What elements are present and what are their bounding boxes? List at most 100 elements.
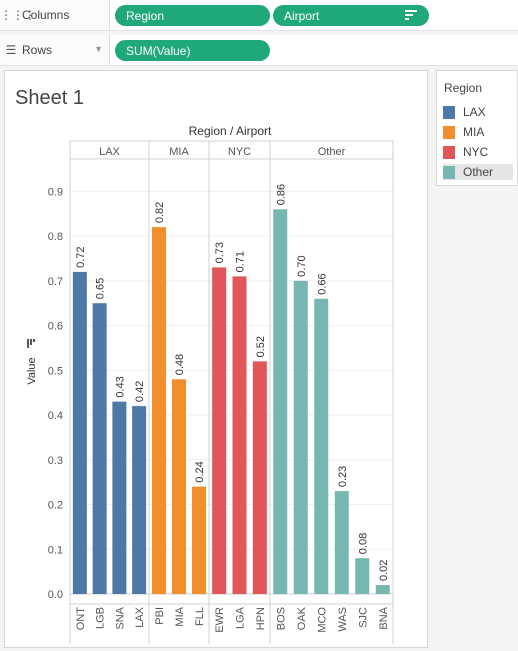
chevron-down-icon[interactable]: ▼ bbox=[94, 44, 103, 54]
y-tick-label: 0.1 bbox=[48, 544, 63, 556]
bar-lga bbox=[232, 276, 247, 594]
y-tick-label: 0.2 bbox=[48, 500, 63, 512]
bar-ont bbox=[72, 271, 87, 594]
y-tick-label: 0.4 bbox=[48, 410, 63, 422]
y-tick-label: 0.6 bbox=[48, 321, 63, 333]
y-tick-label: 0.7 bbox=[48, 276, 63, 288]
legend-label: NYC bbox=[463, 145, 489, 159]
x-tick-label: PBI bbox=[154, 607, 166, 625]
bar-bos bbox=[273, 209, 288, 594]
group-header-lax: LAX bbox=[99, 146, 120, 158]
legend-label: MIA bbox=[463, 125, 485, 139]
bar-ewr bbox=[212, 267, 227, 594]
x-tick-label: MCO bbox=[316, 607, 328, 633]
rows-shelf-label: ☰ Rows ▼ bbox=[0, 35, 110, 65]
legend-swatch bbox=[443, 145, 455, 159]
sheet-view: Sheet 1 Region / Airport Value 0.0 0.1 0.2 0.… bbox=[4, 70, 428, 648]
x-tick-label: FLL bbox=[194, 607, 206, 626]
columns-shelf-label: ⋮⋮⋮ Columns bbox=[0, 0, 110, 30]
rows-shelf: ☰ Rows ▼ SUM(Value) bbox=[0, 35, 518, 66]
sort-icon-bar bbox=[33, 339, 35, 342]
bar-bna bbox=[375, 585, 390, 594]
legend-item-nyc[interactable]: NYC bbox=[443, 144, 488, 160]
x-tick-label: BNA bbox=[378, 606, 390, 629]
bar-mco bbox=[314, 298, 329, 594]
data-label: 0.71 bbox=[235, 251, 247, 272]
data-label: 0.65 bbox=[95, 278, 107, 299]
bar-sna bbox=[112, 401, 127, 594]
y-tick-label: 0.3 bbox=[48, 455, 63, 467]
data-label: 0.73 bbox=[214, 242, 226, 263]
y-tick-label: 0.9 bbox=[48, 186, 63, 198]
data-label: 0.52 bbox=[255, 336, 267, 357]
sheet-title: Sheet 1 bbox=[15, 87, 84, 109]
bar-chart: Region / Airport Value 0.0 0.1 0.2 0.3 0.4 0.5 0… bbox=[26, 124, 394, 644]
x-tick-label: ONT bbox=[75, 607, 87, 631]
columns-icon: ⋮⋮⋮ bbox=[0, 8, 36, 22]
data-label: 0.82 bbox=[154, 202, 166, 223]
bar-was bbox=[334, 491, 349, 594]
data-label: 0.02 bbox=[378, 560, 390, 581]
legend-item-other[interactable]: Other bbox=[443, 164, 513, 180]
legend-label: Other bbox=[463, 165, 494, 179]
x-tick-label: HPN bbox=[255, 607, 267, 630]
columns-shelf: ⋮⋮⋮ Columns Region Airport bbox=[0, 0, 518, 31]
x-tick-label: OAK bbox=[296, 606, 308, 630]
bar-lax bbox=[132, 406, 147, 594]
rows-label: Rows bbox=[22, 43, 53, 57]
y-tick-label: 0.0 bbox=[48, 589, 63, 601]
chart-title: Region / Airport bbox=[189, 124, 272, 138]
bar-oak bbox=[293, 280, 308, 594]
group-header-nyc: NYC bbox=[228, 146, 251, 158]
data-label: 0.43 bbox=[114, 376, 126, 397]
sum-value-pill[interactable]: SUM(Value) bbox=[115, 40, 270, 61]
region-pill-label: Region bbox=[126, 8, 165, 23]
bar-sjc bbox=[355, 558, 370, 594]
x-tick-label: LGA bbox=[235, 606, 247, 629]
legend-swatch bbox=[443, 125, 455, 139]
x-tick-label: EWR bbox=[214, 607, 226, 633]
sort-icon-bar bbox=[30, 339, 32, 345]
x-tick-label: SJC bbox=[357, 607, 369, 628]
data-label: 0.42 bbox=[134, 381, 146, 402]
data-label: 0.70 bbox=[296, 255, 308, 276]
group-header-other: Other bbox=[318, 146, 346, 158]
data-label: 0.86 bbox=[275, 184, 287, 205]
rows-icon: ☰ bbox=[5, 43, 17, 57]
x-tick-label: LGB bbox=[95, 607, 107, 629]
data-label: 0.72 bbox=[75, 246, 87, 267]
y-tick-label: 0.8 bbox=[48, 231, 63, 243]
legend-swatch bbox=[443, 165, 455, 179]
legend-item-mia[interactable]: MIA bbox=[443, 124, 484, 140]
legend-swatch bbox=[443, 105, 455, 119]
bar-lgb bbox=[92, 303, 107, 594]
region-legend: Region LAX MIA NYC Other bbox=[436, 70, 518, 186]
data-label: 0.23 bbox=[337, 466, 349, 487]
legend-title: Region bbox=[444, 81, 483, 95]
bar-pbi bbox=[152, 227, 166, 594]
airport-pill-label: Airport bbox=[284, 8, 320, 23]
legend-item-lax[interactable]: LAX bbox=[443, 104, 486, 120]
data-label: 0.48 bbox=[174, 354, 186, 375]
bar-mia bbox=[172, 379, 186, 594]
data-label: 0.66 bbox=[316, 273, 328, 294]
sum-value-pill-label: SUM(Value) bbox=[126, 43, 191, 58]
group-header-mia: MIA bbox=[169, 146, 189, 158]
x-tick-label: LAX bbox=[134, 606, 146, 627]
bar-fll bbox=[192, 486, 206, 594]
data-label: 0.24 bbox=[194, 461, 206, 482]
x-tick-label: WAS bbox=[337, 607, 349, 632]
x-tick-label: BOS bbox=[275, 607, 287, 630]
sort-icon-bar bbox=[27, 339, 29, 348]
x-tick-label: SNA bbox=[114, 606, 126, 629]
data-label: 0.08 bbox=[357, 533, 369, 554]
bar-hpn bbox=[252, 361, 267, 594]
region-pill[interactable]: Region bbox=[115, 5, 270, 26]
legend-label: LAX bbox=[463, 105, 486, 119]
x-tick-label: MIA bbox=[174, 606, 186, 626]
columns-label: Columns bbox=[22, 8, 70, 22]
y-axis-label: Value bbox=[26, 357, 38, 384]
airport-pill[interactable]: Airport bbox=[273, 5, 429, 26]
sort-descending-icon[interactable] bbox=[405, 9, 417, 21]
y-tick-label: 0.5 bbox=[48, 365, 63, 377]
